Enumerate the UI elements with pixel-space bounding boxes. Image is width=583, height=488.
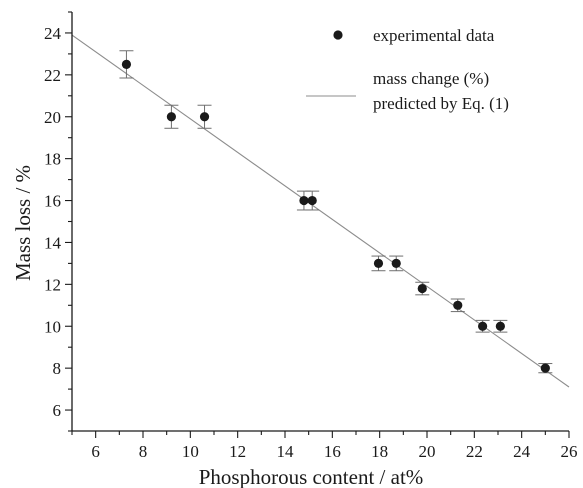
legend-label-prediction: mass change (%) predicted by Eq. (1)	[373, 69, 509, 113]
data-point	[450, 298, 465, 313]
data-point	[475, 319, 490, 333]
y-tick-label: 18	[44, 150, 61, 169]
point-marker	[495, 321, 505, 331]
x-tick-label: 6	[91, 442, 100, 461]
point-marker	[478, 321, 488, 331]
x-axis-title: Phosphorous content / at%	[199, 465, 424, 488]
data-point	[371, 255, 386, 272]
data-point	[197, 104, 212, 129]
point-marker	[166, 112, 176, 122]
legend-marker-experimental	[333, 30, 343, 40]
y-tick-label: 22	[44, 66, 61, 85]
x-tick-label: 18	[371, 442, 388, 461]
x-tick-label: 10	[182, 442, 199, 461]
x-tick-label: 16	[324, 442, 341, 461]
point-marker	[299, 195, 309, 206]
legend-label-experimental: experimental data	[373, 26, 495, 45]
x-tick-label: 26	[561, 442, 578, 461]
data-point	[119, 50, 134, 79]
legend-label-line: mass change (%)	[373, 69, 489, 88]
point-marker	[453, 300, 463, 310]
x-tick-label: 8	[139, 442, 148, 461]
y-tick-label: 14	[44, 233, 62, 252]
data-point	[493, 319, 508, 333]
x-tick-label: 14	[277, 442, 295, 461]
y-axis-title: Mass loss / %	[11, 165, 35, 281]
x-tick-label: 24	[513, 442, 531, 461]
point-marker	[540, 363, 550, 373]
data-point	[389, 255, 404, 272]
point-marker	[307, 195, 317, 206]
y-tick-label: 24	[44, 24, 62, 43]
data-point	[305, 190, 320, 211]
data-point	[538, 363, 553, 374]
x-tick-label: 22	[466, 442, 483, 461]
point-marker	[391, 258, 401, 268]
x-tick-label: 12	[229, 442, 246, 461]
fit-line	[71, 34, 570, 388]
data-point	[415, 281, 430, 296]
y-tick-label: 20	[44, 108, 61, 127]
point-marker	[199, 112, 210, 122]
y-tick-label: 8	[53, 359, 62, 378]
y-tick-label: 10	[44, 317, 61, 336]
y-tick-label: 12	[44, 275, 61, 294]
data-point	[164, 104, 179, 129]
y-tick-label: 16	[44, 192, 61, 211]
point-marker	[121, 59, 132, 69]
x-tick-label: 20	[419, 442, 436, 461]
legend-label-line: predicted by Eq. (1)	[373, 94, 509, 113]
y-tick-label: 6	[53, 401, 62, 420]
point-marker	[373, 258, 384, 268]
point-marker	[417, 283, 427, 294]
